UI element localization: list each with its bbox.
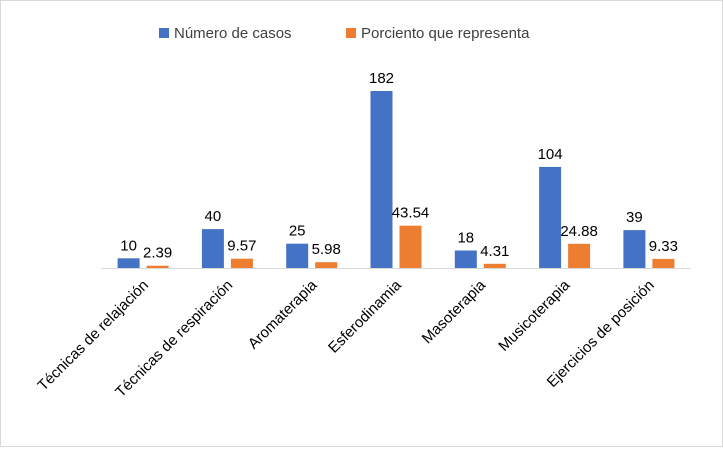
data-label-porciento-7: 9.33 bbox=[649, 238, 678, 255]
bar-casos-6 bbox=[539, 166, 562, 268]
data-label-casos-6: 104 bbox=[538, 146, 563, 163]
data-label-porciento-2: 9.57 bbox=[227, 238, 256, 255]
bar-porciento-6 bbox=[568, 243, 591, 268]
bar-porciento-7 bbox=[652, 258, 675, 268]
bar-porciento-4 bbox=[399, 225, 422, 268]
data-label-casos-3: 25 bbox=[289, 223, 306, 240]
data-label-porciento-6: 24.88 bbox=[560, 223, 598, 240]
data-label-casos-5: 18 bbox=[457, 230, 474, 247]
bars bbox=[117, 91, 675, 268]
data-label-porciento-4: 43.54 bbox=[392, 205, 430, 222]
data-label-casos-2: 40 bbox=[205, 208, 222, 225]
legend-label-2: Porciento que representa bbox=[361, 25, 530, 42]
bar-porciento-2 bbox=[230, 258, 253, 268]
x-tick-label-6: Musicoterapia bbox=[495, 276, 574, 355]
bar-casos-7 bbox=[623, 230, 646, 268]
data-labels: 10 2.39 40 9.57 25 5.98 182 43.54 18 4.31 104 24.88… bbox=[120, 70, 678, 262]
x-tick-label-4: Esferodinamia bbox=[325, 276, 405, 356]
x-tick-label-5: Masoterapia bbox=[419, 276, 490, 347]
data-label-casos-4: 182 bbox=[369, 70, 394, 87]
legend-swatch-2 bbox=[346, 28, 356, 38]
bar-porciento-5 bbox=[483, 263, 506, 268]
bar-casos-5 bbox=[454, 250, 477, 268]
bar-casos-3 bbox=[286, 243, 309, 268]
bar-casos-4 bbox=[370, 91, 393, 268]
data-label-porciento-1: 2.39 bbox=[143, 245, 172, 262]
legend: Número de casos Porciento que representa bbox=[159, 25, 530, 42]
legend-swatch-1 bbox=[159, 28, 169, 38]
data-label-casos-1: 10 bbox=[120, 237, 137, 254]
bar-porciento-3 bbox=[315, 262, 338, 268]
bar-casos-1 bbox=[117, 258, 140, 268]
bar-porciento-1 bbox=[146, 265, 169, 268]
data-label-casos-7: 39 bbox=[626, 209, 643, 226]
data-label-porciento-3: 5.98 bbox=[312, 241, 341, 258]
bar-casos-2 bbox=[201, 229, 224, 268]
legend-label-1: Número de casos bbox=[174, 25, 292, 42]
data-label-porciento-5: 4.31 bbox=[480, 243, 509, 260]
x-tick-label-3: Aromaterapia bbox=[245, 276, 321, 352]
